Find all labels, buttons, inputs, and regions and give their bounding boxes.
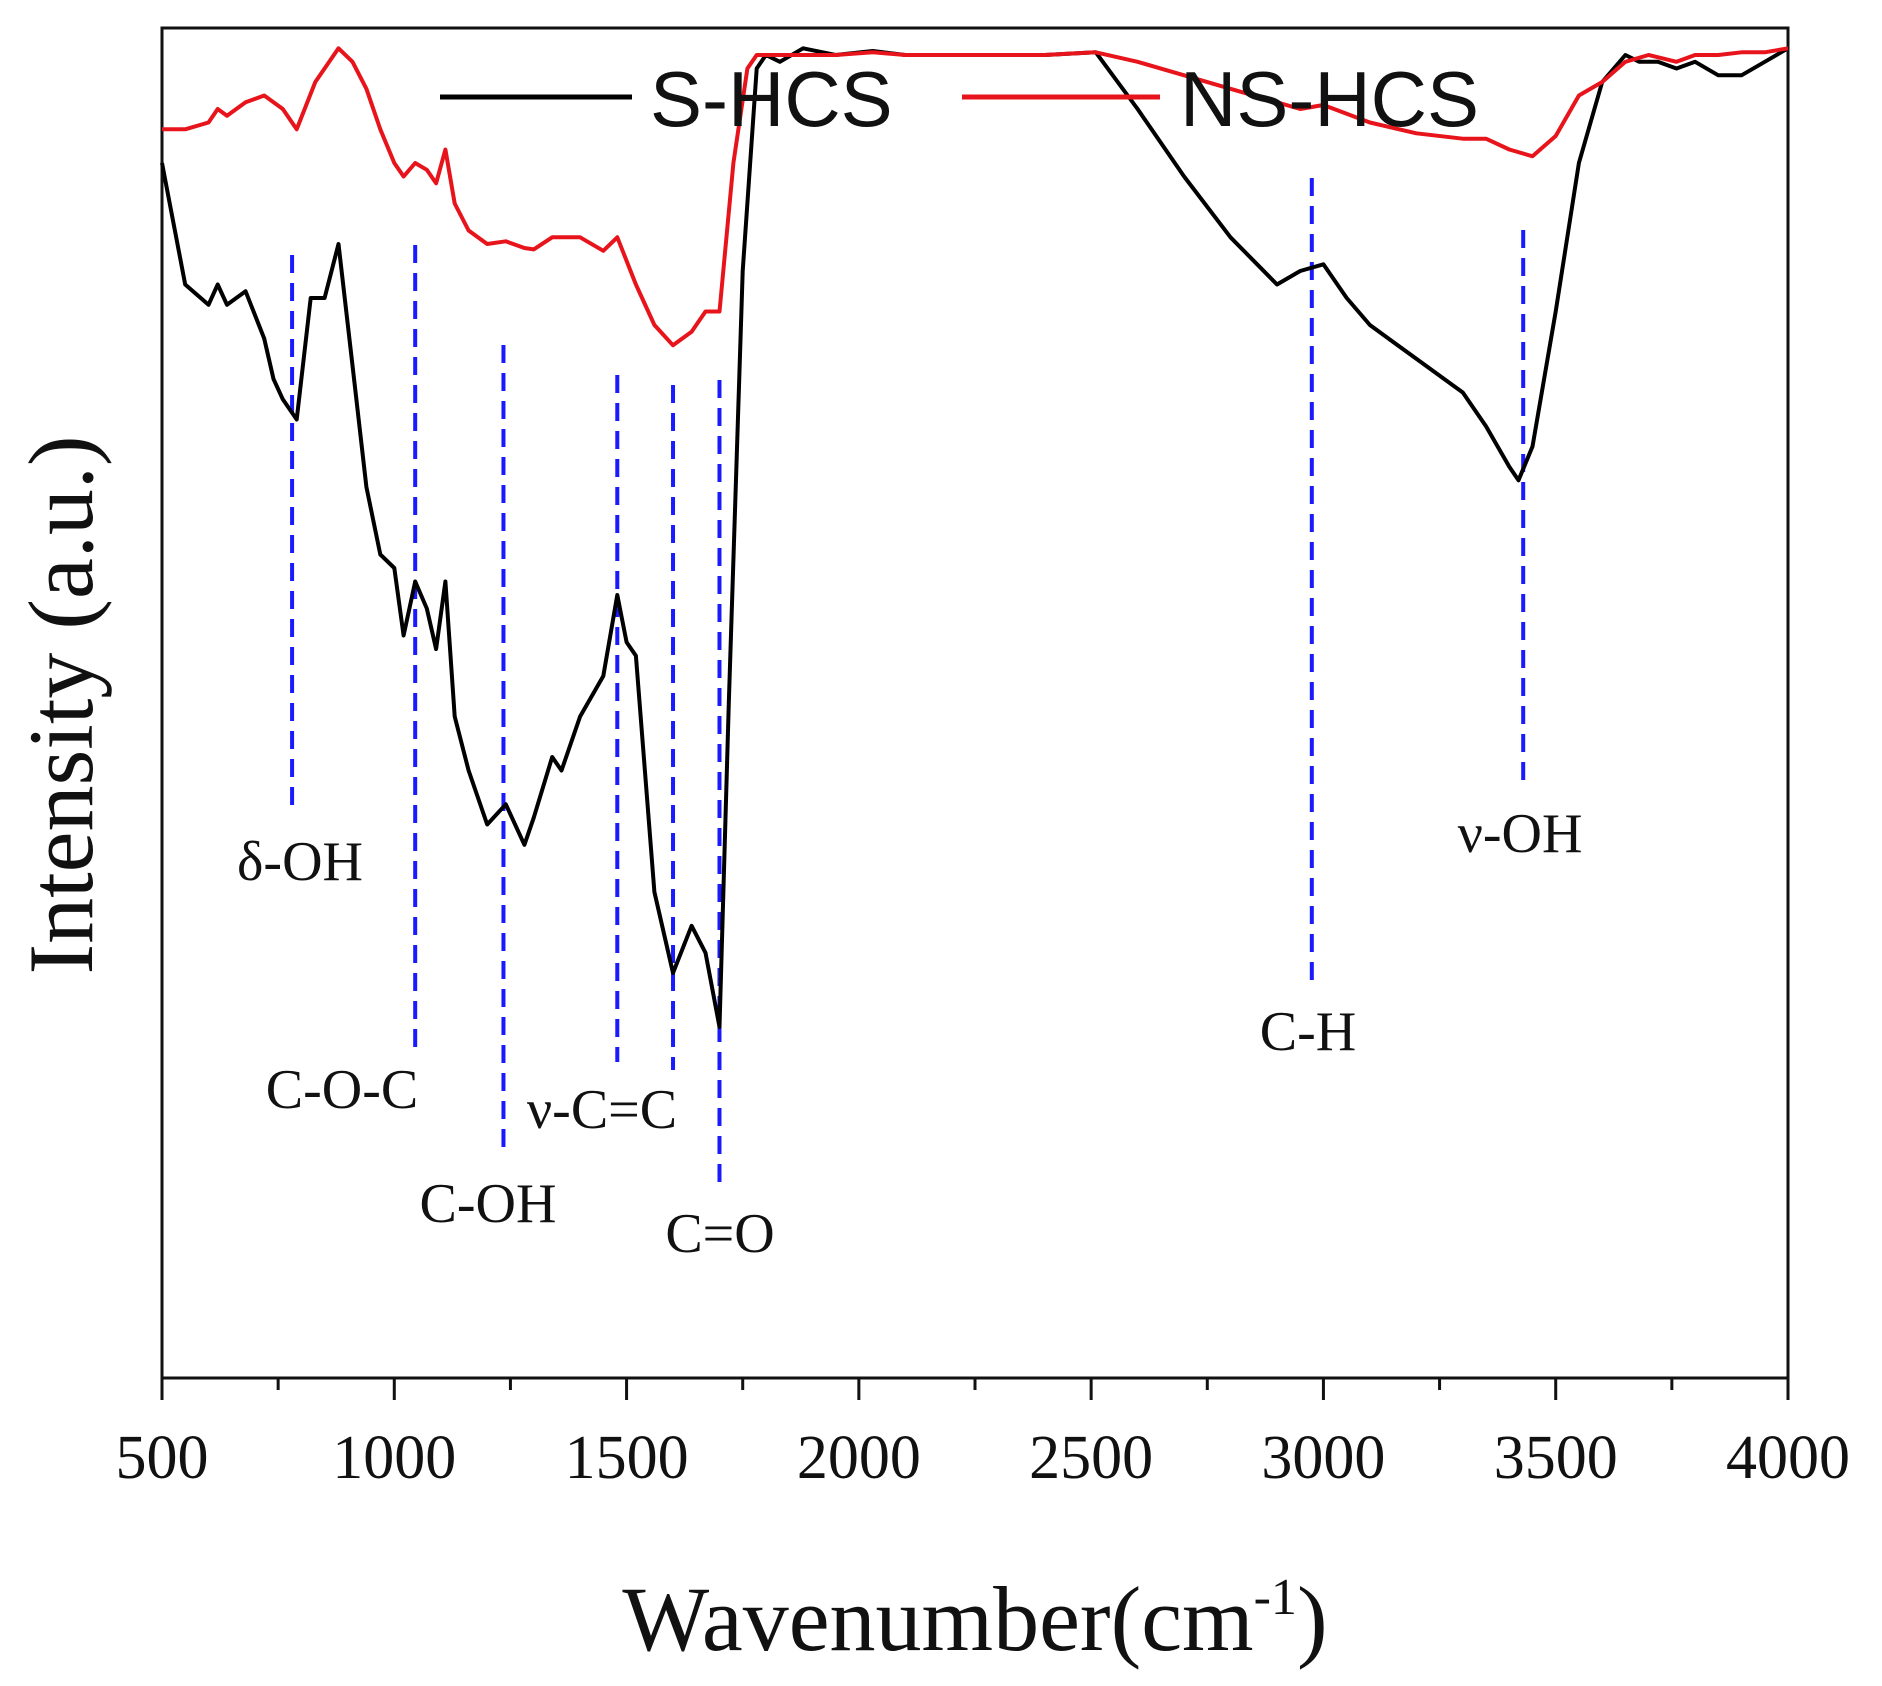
plot-frame bbox=[160, 26, 1790, 1380]
x-axis-title-main: Wavenumber(cm bbox=[622, 1568, 1253, 1670]
annotation-label: δ-OH bbox=[237, 831, 363, 893]
annotation-label: C-O-C bbox=[266, 1059, 418, 1121]
x-tick-label: 1000 bbox=[332, 1424, 456, 1492]
x-tick-label: 3000 bbox=[1261, 1424, 1385, 1492]
annotation-label: C-H bbox=[1260, 1001, 1356, 1063]
x-ticks: 500 1000 1500 2000 2500 3000 3500 4000 bbox=[116, 1378, 1850, 1492]
x-tick-label: 4000 bbox=[1726, 1424, 1850, 1492]
x-tick-label: 1500 bbox=[565, 1424, 689, 1492]
x-axis-title-sup: -1 bbox=[1254, 1569, 1297, 1626]
guide-lines bbox=[290, 178, 1526, 1188]
x-tick-label: 2500 bbox=[1029, 1424, 1153, 1492]
series-line-s-hcs bbox=[160, 46, 1790, 1029]
legend-label-s-hcs: S-HCS bbox=[650, 55, 893, 143]
x-tick-label: 3500 bbox=[1494, 1424, 1618, 1492]
series-layer bbox=[160, 46, 1790, 1029]
legend: S-HCS NS-HCS bbox=[440, 55, 1479, 143]
x-tick-label: 2000 bbox=[797, 1424, 921, 1492]
x-axis-title: Wavenumber(cm-1) bbox=[622, 1568, 1327, 1670]
legend-label-ns-hcs: NS-HCS bbox=[1180, 55, 1479, 143]
annotation-label: C-OH bbox=[420, 1173, 557, 1235]
annotation-label: ν-C=C bbox=[527, 1079, 677, 1141]
annotation-label: C=O bbox=[665, 1203, 774, 1265]
series-line-ns-hcs bbox=[162, 46, 1789, 348]
x-tick-label: 500 bbox=[116, 1424, 209, 1492]
annotation-labels: δ-OH C-O-CC-OH ν-C=C C=O C-H ν-OH bbox=[237, 803, 1582, 1265]
annotation-label: ν-OH bbox=[1458, 803, 1583, 865]
x-axis-title-close: ) bbox=[1297, 1568, 1328, 1670]
y-axis-title: Intensity (a.u.) bbox=[10, 435, 112, 974]
